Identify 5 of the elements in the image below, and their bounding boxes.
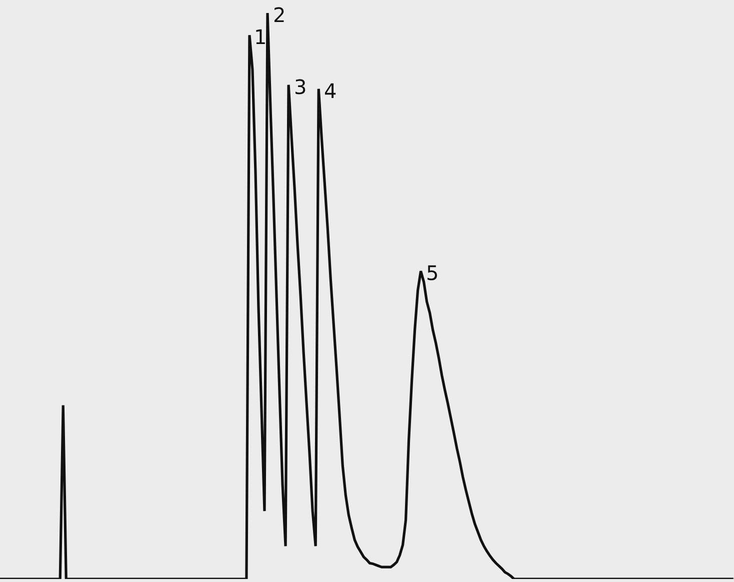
annotation: 3: [294, 75, 307, 99]
annotation: 5: [426, 261, 439, 285]
annotation: 4: [324, 79, 337, 103]
annotation: 2: [273, 3, 286, 27]
annotation: 1: [254, 25, 267, 49]
